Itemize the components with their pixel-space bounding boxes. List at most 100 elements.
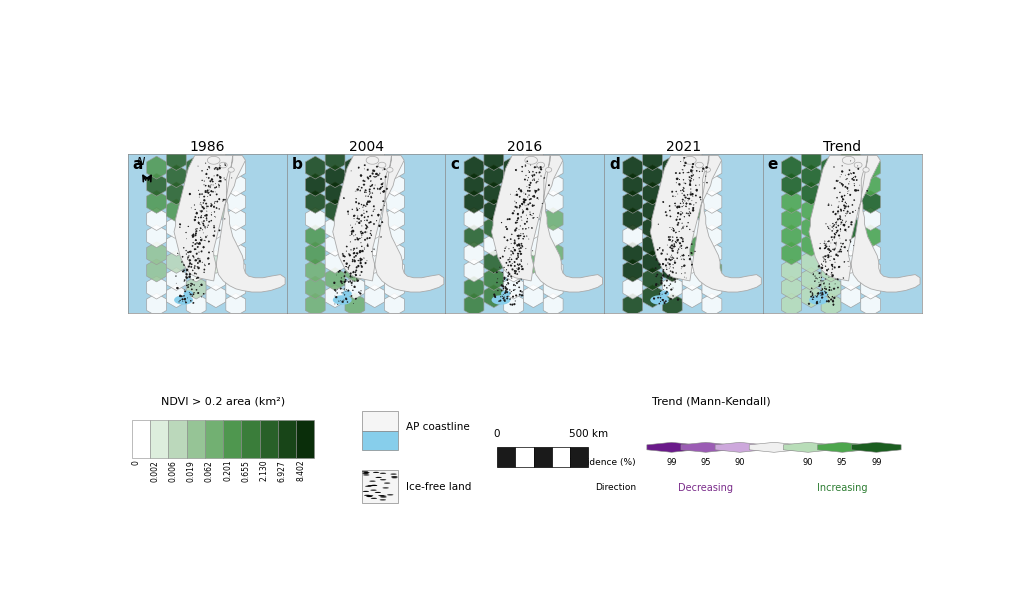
Polygon shape	[817, 295, 818, 296]
Polygon shape	[326, 234, 345, 256]
Polygon shape	[812, 274, 814, 276]
Polygon shape	[507, 275, 509, 277]
Polygon shape	[688, 202, 691, 205]
Polygon shape	[340, 280, 342, 282]
Polygon shape	[196, 211, 198, 214]
Polygon shape	[367, 260, 368, 261]
Polygon shape	[850, 223, 852, 225]
Polygon shape	[664, 301, 665, 302]
Polygon shape	[224, 199, 226, 201]
Polygon shape	[343, 260, 345, 262]
Polygon shape	[194, 267, 196, 269]
Polygon shape	[522, 211, 524, 214]
Polygon shape	[347, 210, 349, 213]
Polygon shape	[690, 177, 691, 179]
Polygon shape	[536, 182, 537, 183]
Polygon shape	[507, 218, 509, 220]
Polygon shape	[360, 232, 362, 234]
Polygon shape	[689, 184, 691, 186]
Polygon shape	[515, 300, 516, 301]
Polygon shape	[513, 285, 514, 286]
Polygon shape	[224, 179, 226, 180]
Polygon shape	[510, 276, 512, 277]
Polygon shape	[366, 195, 367, 196]
Polygon shape	[670, 256, 671, 258]
Polygon shape	[218, 167, 221, 170]
Polygon shape	[849, 170, 851, 171]
Polygon shape	[357, 265, 359, 267]
Polygon shape	[359, 190, 361, 192]
Polygon shape	[341, 292, 343, 294]
Polygon shape	[190, 300, 191, 301]
Polygon shape	[361, 232, 364, 234]
Circle shape	[366, 486, 372, 487]
Polygon shape	[515, 193, 518, 196]
Polygon shape	[531, 179, 534, 181]
Polygon shape	[205, 240, 206, 241]
Polygon shape	[189, 250, 191, 253]
Polygon shape	[834, 297, 836, 299]
Polygon shape	[643, 199, 663, 222]
Polygon shape	[194, 257, 195, 258]
Polygon shape	[809, 156, 920, 292]
Polygon shape	[514, 201, 515, 202]
Polygon shape	[667, 276, 669, 277]
Polygon shape	[528, 184, 530, 186]
Polygon shape	[802, 234, 821, 256]
Polygon shape	[623, 173, 643, 196]
Polygon shape	[370, 233, 372, 234]
Polygon shape	[186, 190, 206, 213]
Polygon shape	[750, 442, 799, 452]
Polygon shape	[680, 202, 681, 204]
Polygon shape	[676, 206, 679, 209]
Polygon shape	[352, 252, 355, 255]
Polygon shape	[484, 234, 504, 256]
Polygon shape	[326, 182, 345, 205]
Polygon shape	[518, 280, 520, 282]
Polygon shape	[519, 294, 521, 296]
Polygon shape	[679, 231, 680, 232]
Polygon shape	[826, 255, 827, 256]
Polygon shape	[819, 286, 820, 287]
Polygon shape	[643, 250, 663, 273]
Polygon shape	[500, 257, 502, 259]
Polygon shape	[665, 264, 668, 266]
Polygon shape	[342, 255, 345, 257]
Polygon shape	[818, 291, 828, 297]
Polygon shape	[364, 168, 365, 170]
Polygon shape	[857, 189, 859, 191]
Polygon shape	[520, 190, 522, 192]
Polygon shape	[682, 212, 683, 214]
Polygon shape	[666, 287, 668, 289]
Text: e: e	[768, 157, 778, 172]
Polygon shape	[845, 239, 847, 241]
Polygon shape	[831, 274, 834, 276]
Polygon shape	[345, 156, 365, 179]
Polygon shape	[206, 182, 226, 205]
Polygon shape	[366, 227, 368, 230]
Polygon shape	[509, 299, 511, 300]
Polygon shape	[666, 280, 668, 282]
Polygon shape	[702, 294, 722, 316]
Polygon shape	[207, 205, 209, 207]
Polygon shape	[821, 208, 841, 231]
Polygon shape	[670, 270, 672, 272]
Bar	[223, 420, 242, 458]
Polygon shape	[683, 165, 686, 167]
Polygon shape	[200, 193, 201, 195]
Polygon shape	[509, 261, 511, 263]
Polygon shape	[354, 239, 356, 240]
Polygon shape	[181, 298, 184, 301]
Polygon shape	[514, 272, 516, 274]
Polygon shape	[341, 282, 342, 283]
Polygon shape	[206, 205, 207, 207]
Polygon shape	[358, 222, 360, 223]
Polygon shape	[836, 222, 838, 223]
Polygon shape	[195, 234, 197, 236]
Polygon shape	[376, 220, 377, 222]
Polygon shape	[517, 281, 519, 282]
Polygon shape	[188, 262, 191, 265]
Polygon shape	[216, 193, 218, 195]
Polygon shape	[519, 189, 522, 192]
Polygon shape	[526, 220, 528, 223]
